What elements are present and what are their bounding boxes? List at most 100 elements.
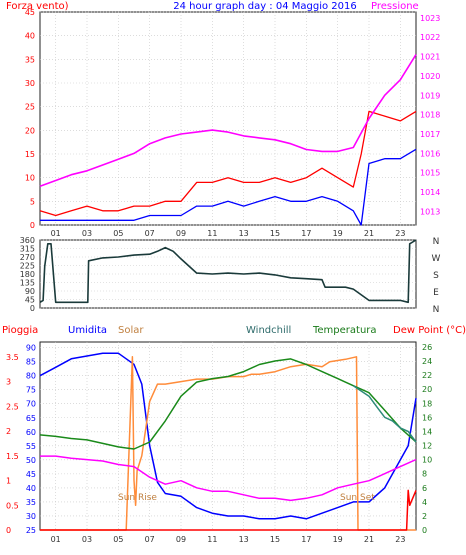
windchill-series-line (352, 385, 417, 443)
temperature-tick-label: 4 (422, 498, 427, 507)
climate-x-tick-label: 23 (395, 535, 405, 544)
compass-label: S (433, 271, 439, 281)
pressure-tick-label: 1019 (420, 91, 440, 100)
temperature-tick-label: 10 (422, 456, 432, 465)
humidity-tick-label: 55 (26, 442, 36, 451)
wind-x-tick-label: 23 (395, 229, 405, 238)
sunset-annotation: Sun Set (340, 493, 375, 503)
wind-x-tick-label: 07 (145, 229, 155, 238)
temperature-tick-label: 8 (422, 470, 427, 479)
direction-tick-label: 0 (30, 304, 35, 313)
temperature-tick-label: 24 (422, 357, 432, 366)
temperature-tick-label: 2 (422, 512, 427, 521)
climate-x-tick-label: 03 (82, 535, 92, 544)
humidity-tick-label: 70 (26, 400, 36, 409)
pressure-series-line (39, 54, 417, 188)
humidity-series-line (39, 352, 417, 520)
chart-title: 24 hour graph day : 04 Maggio 2016 (173, 1, 356, 12)
gust-series-line (40, 148, 417, 226)
wind-tick-label: 15 (25, 150, 35, 159)
rain-tick-label: 3 (6, 378, 11, 387)
wind-x-tick-label: 19 (333, 229, 343, 238)
wind-x-tick-label: 15 (270, 229, 280, 238)
direction-tick-label: 315 (20, 245, 35, 254)
temperature-tick-label: 14 (422, 427, 432, 436)
rain-tick-label: 2.5 (6, 402, 19, 411)
compass-label: N (433, 305, 440, 315)
humidity-tick-label: 60 (26, 428, 36, 437)
wind-tick-label: 30 (25, 79, 35, 88)
dewpoint-axis-label: Dew Point (°C) (393, 325, 466, 336)
solar-series-line (40, 356, 416, 531)
compass-label: E (433, 288, 439, 298)
pressure-tick-label: 1013 (420, 207, 440, 216)
wind-tick-label: 25 (25, 103, 35, 112)
climate-plot-area (39, 341, 417, 531)
wind-tick-label: 10 (25, 174, 35, 183)
dewpoint-series-line (40, 455, 417, 502)
rain-tick-label: 2 (6, 427, 11, 436)
wind-x-tick-label: 05 (113, 229, 123, 238)
pressure-tick-label: 1023 (420, 14, 440, 23)
temperature-tick-label: 12 (422, 442, 432, 451)
climate-series-group (39, 352, 417, 531)
humidity-tick-label: 75 (26, 386, 36, 395)
climate-x-tick-label: 01 (51, 535, 61, 544)
humidity-tick-label: 25 (26, 526, 36, 535)
humidity-axis: 25 30 35 40 45 50 55 60 65 70 75 80 85 90 (26, 344, 36, 535)
pressure-tick-label: 1018 (420, 111, 440, 120)
climate-x-tick-label: 09 (176, 535, 186, 544)
pressure-tick-label: 1015 (420, 169, 440, 178)
wind-grid (40, 11, 416, 226)
wind-x-tick-label: 03 (82, 229, 92, 238)
climate-x-tick-label: 07 (145, 535, 155, 544)
wind-x-tick-label: 13 (239, 229, 249, 238)
wind-series-group (39, 54, 417, 226)
pressure-tick-label: 1022 (420, 33, 440, 42)
sunrise-annotation: Sun Rise (118, 493, 157, 503)
wind-pressure-plot-area (39, 11, 417, 226)
climate-grid (40, 342, 416, 531)
windchill-label: Windchill (246, 325, 291, 336)
direction-tick-label: 225 (20, 262, 35, 271)
humidity-tick-label: 35 (26, 498, 36, 507)
rain-tick-label: 1 (6, 477, 11, 486)
pressure-tick-label: 1017 (420, 130, 440, 139)
humidity-tick-label: 50 (26, 456, 36, 465)
temperature-tick-label: 6 (422, 484, 427, 493)
temperature-label: Temperatura (312, 325, 377, 336)
wind-x-tick-label: 11 (207, 229, 217, 238)
rain-axis: 0 0.5 1 1.5 2 2.5 3 3.5 (6, 353, 19, 535)
wind-axis: 0 5 10 15 20 25 30 35 40 45 (25, 8, 35, 230)
temperature-tick-label: 20 (422, 385, 432, 394)
rain-axis-label: Pioggia (2, 325, 38, 336)
wind-series-line (39, 110, 417, 217)
wind-axis-label: Forza vento) (6, 1, 69, 12)
climate-x-tick-label: 19 (333, 535, 343, 544)
climate-x-tick-label: 05 (113, 535, 123, 544)
rain-series-line (40, 489, 417, 531)
wind-direction-plot-area (39, 239, 417, 309)
wind-tick-label: 5 (30, 197, 35, 206)
climate-x-tick-label: 17 (301, 535, 311, 544)
direction-tick-label: 45 (25, 296, 35, 305)
direction-tick-label: 135 (20, 279, 35, 288)
wind-tick-label: 45 (25, 8, 35, 17)
rain-tick-label: 3.5 (6, 353, 19, 362)
wind-tick-label: 0 (30, 221, 35, 230)
temperature-tick-label: 22 (422, 371, 432, 380)
wind-x-tick-label: 21 (364, 229, 374, 238)
humidity-tick-label: 65 (26, 414, 36, 423)
wind-x-tick-label: 01 (51, 229, 61, 238)
solar-label: Solar (118, 325, 144, 336)
wind-x-tick-label: 17 (301, 229, 311, 238)
pressure-axis: 1013 1014 1015 1016 1017 1018 1019 1020 1021 1022… (420, 14, 440, 217)
pressure-tick-label: 1014 (420, 188, 440, 197)
climate-x-tick-label: 13 (239, 535, 249, 544)
climate-x-axis: 01 03 05 07 09 11 13 15 17 19 21 23 (51, 535, 406, 544)
direction-series-line (39, 239, 417, 304)
compass-label: W (432, 254, 441, 264)
